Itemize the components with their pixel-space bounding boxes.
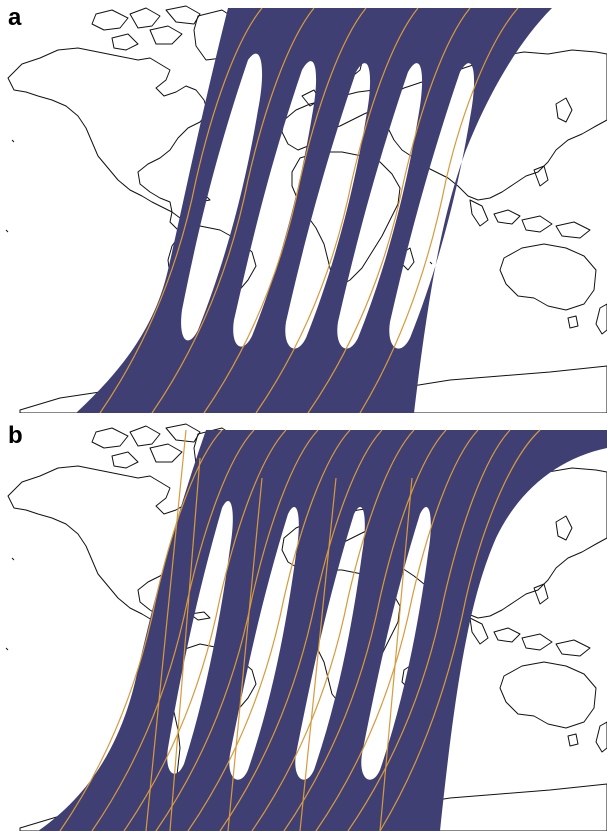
coverage-swath [76, 8, 552, 413]
ground-track [359, 7, 519, 413]
ground-track [145, 429, 187, 831]
ground-track [155, 429, 319, 831]
ground-track [379, 477, 413, 831]
ground-track [59, 429, 223, 831]
ground-track-group [59, 429, 541, 831]
map-panel-b: b [0, 418, 607, 831]
ground-track [99, 7, 263, 413]
ground-track [347, 429, 511, 831]
ground-track [151, 7, 315, 413]
panel-label-a: a [8, 4, 22, 31]
ground-track [307, 7, 471, 413]
ground-track [203, 7, 367, 413]
ground-track [255, 7, 419, 413]
ground-track-group [99, 7, 519, 413]
ground-track [91, 429, 255, 831]
ground-track [123, 429, 287, 831]
coverage-map-b [5, 423, 607, 831]
ground-track [379, 429, 541, 831]
ground-track [187, 429, 351, 831]
map-panel-a: a [0, 0, 607, 413]
ground-track [299, 477, 337, 831]
coverage-map-a [5, 5, 607, 413]
ground-track [227, 477, 263, 831]
ground-track [251, 429, 415, 831]
ground-track [219, 429, 383, 831]
ground-track [169, 457, 201, 831]
panel-label-b: b [8, 422, 23, 449]
ground-track [315, 429, 479, 831]
coverage-swath [38, 430, 607, 831]
ground-track [283, 429, 447, 831]
